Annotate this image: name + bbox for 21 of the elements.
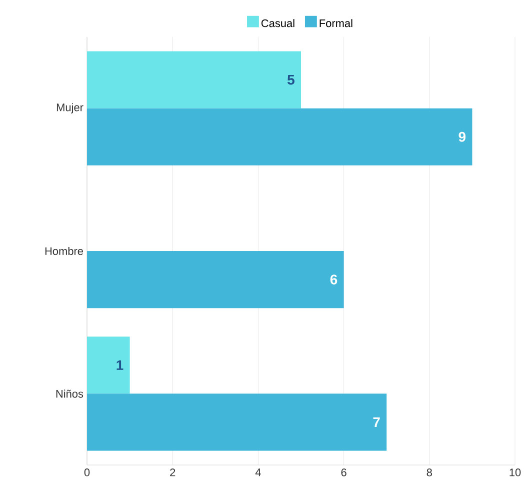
legend-label: Formal [320, 19, 352, 28]
bar [87, 51, 302, 108]
x-tick-label: 8 [426, 468, 432, 476]
data-label: 7 [373, 417, 380, 428]
legend-label: Casual [261, 19, 294, 28]
data-label: 9 [458, 132, 466, 142]
data-label: 1 [116, 360, 124, 370]
data-label: 6 [330, 274, 338, 284]
x-tick-label: 6 [341, 468, 346, 476]
x-tick-label: 4 [255, 468, 261, 476]
y-tick-label: Niños [56, 390, 84, 398]
bar [87, 394, 387, 451]
bar [87, 108, 472, 166]
y-tick-label: Mujer [56, 103, 84, 114]
x-tick-label: 0 [84, 468, 90, 476]
x-tick-label: 2 [170, 468, 176, 476]
data-label: 5 [287, 74, 294, 85]
y-tick-label: Hombre [45, 246, 83, 256]
bar [87, 251, 344, 308]
bar [87, 336, 130, 394]
x-tick-label: 10 [510, 468, 521, 476]
